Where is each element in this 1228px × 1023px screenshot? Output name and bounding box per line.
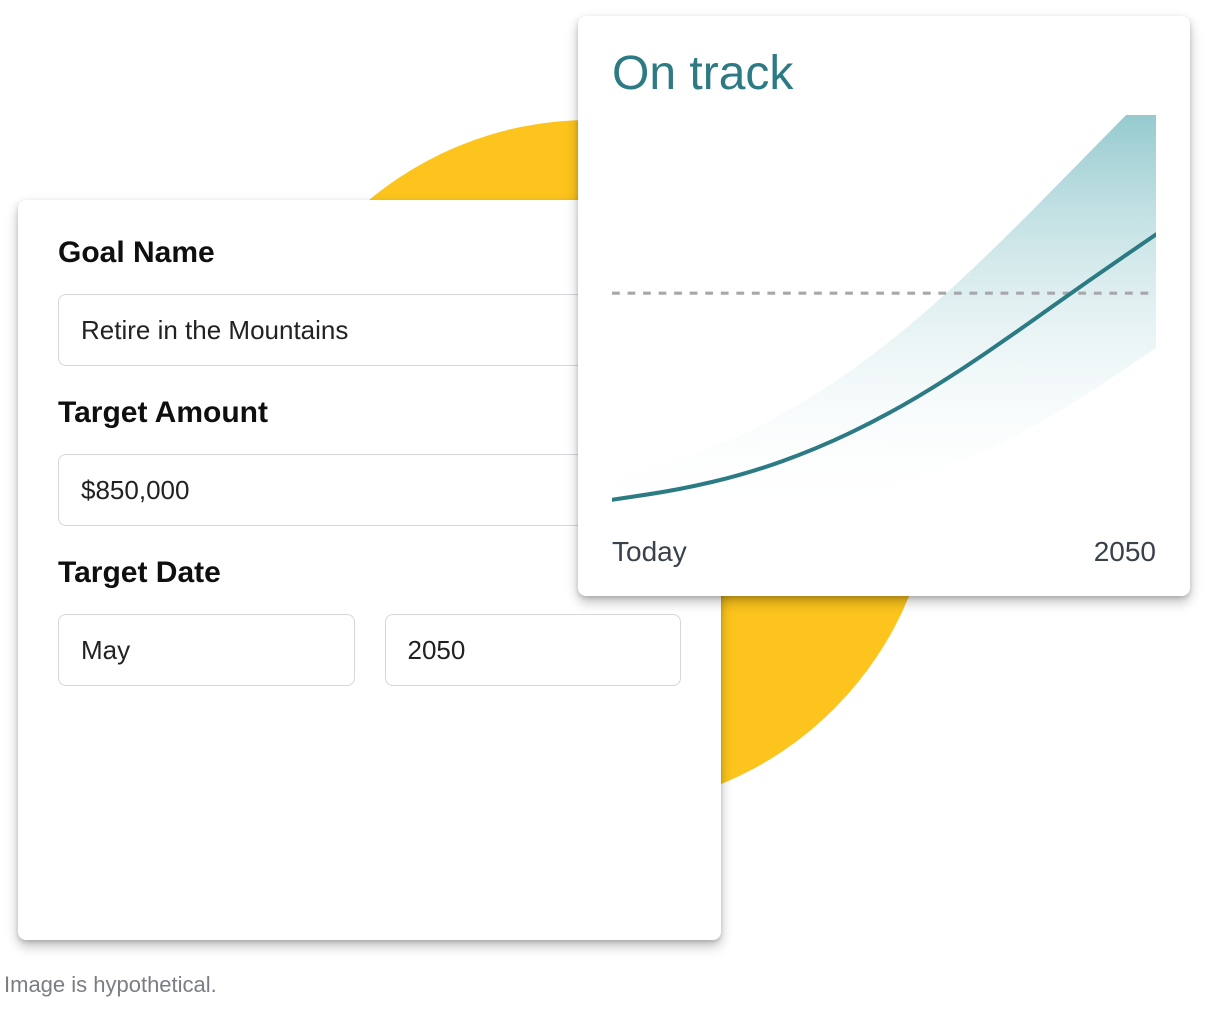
chart-x-start-label: Today xyxy=(612,536,687,568)
target-date-month-input[interactable]: May xyxy=(58,614,355,686)
target-date-year-input[interactable]: 2050 xyxy=(385,614,682,686)
chart-x-end-label: 2050 xyxy=(1094,536,1156,568)
stage: Goal Name Retire in the Mountains Target… xyxy=(0,0,1228,1023)
chart-axis-labels: Today 2050 xyxy=(612,536,1156,568)
chart-area xyxy=(612,115,1156,520)
chart-title: On track xyxy=(612,46,1156,101)
projection-chart-svg xyxy=(612,115,1156,520)
target-date-row: May 2050 xyxy=(58,614,681,686)
disclaimer-text: Image is hypothetical. xyxy=(4,972,217,998)
projection-chart-card: On track Today 2050 xyxy=(578,16,1190,596)
